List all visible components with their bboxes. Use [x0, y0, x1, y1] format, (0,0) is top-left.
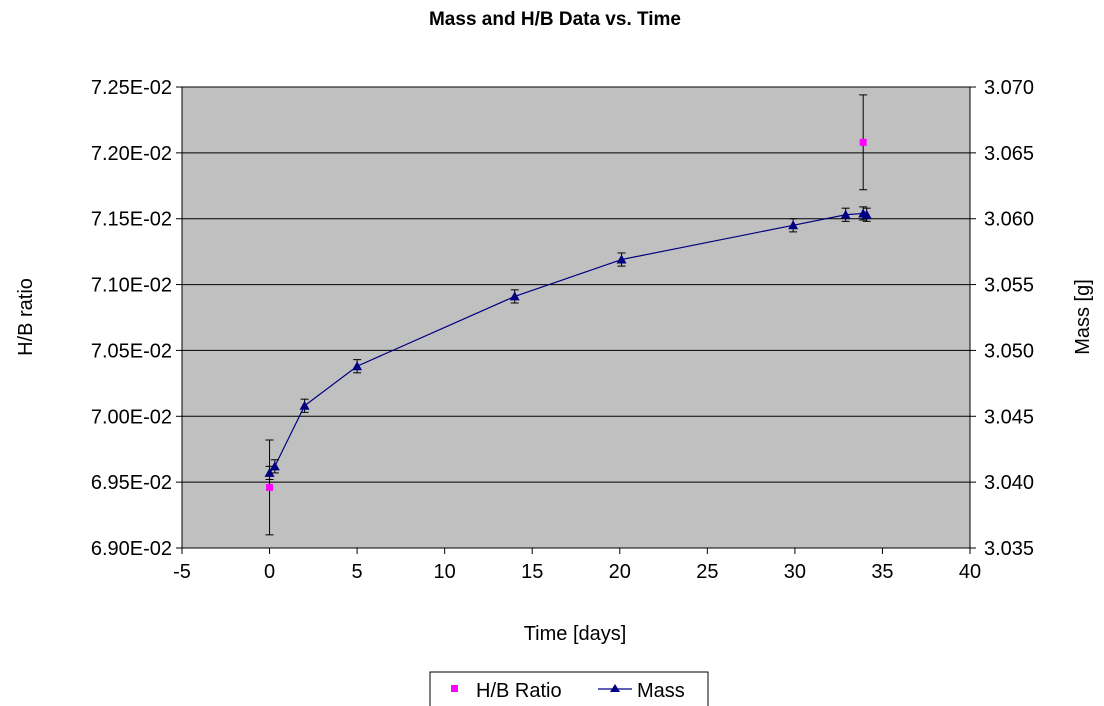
- mass-point: [299, 400, 310, 410]
- y-right-tick-label: 3.035: [984, 538, 1034, 560]
- mass-point: [352, 361, 363, 371]
- h-b-ratio-point: [859, 138, 867, 146]
- y-right-tick-label: 3.050: [984, 340, 1034, 362]
- mass-series-line: [269, 212, 867, 474]
- y-axis-label-left: H/B ratio: [15, 278, 37, 356]
- legend-hb-ratio-label: H/B Ratio: [476, 680, 562, 702]
- x-tick-label: -5: [173, 561, 191, 583]
- y-left-tick-label: 7.00E-02: [91, 406, 172, 428]
- legend-mass-marker: [610, 684, 620, 692]
- legend-box: [429, 671, 709, 706]
- mass-point: [269, 461, 280, 471]
- legend-mass-label: Mass: [637, 680, 685, 702]
- mass-point: [788, 220, 799, 230]
- mass-point: [616, 254, 627, 264]
- y-right-tick-label: 3.045: [984, 406, 1034, 428]
- x-tick-label: 40: [959, 561, 981, 583]
- chart-title: Mass and H/B Data vs. Time: [429, 9, 681, 30]
- mass-point: [264, 467, 275, 477]
- x-tick-label: 35: [871, 561, 893, 583]
- legend-hb-ratio-marker: [451, 685, 458, 692]
- y-right-tick-label: 3.070: [984, 77, 1034, 99]
- x-tick-label: 0: [264, 561, 275, 583]
- legend: H/B Ratio Mass: [429, 671, 709, 706]
- y-right-tick-label: 3.060: [984, 209, 1034, 231]
- plot-background: [181, 86, 971, 549]
- x-tick-label: 20: [609, 561, 631, 583]
- y-left-tick-label: 7.05E-02: [91, 340, 172, 362]
- y-left-tick-label: 7.25E-02: [91, 77, 172, 99]
- x-tick-label: 5: [352, 561, 363, 583]
- y-right-tick-label: 3.065: [984, 143, 1034, 165]
- h-b-ratio-point: [266, 483, 274, 491]
- x-axis-label: Time [days]: [524, 623, 627, 645]
- y-left-tick-label: 6.95E-02: [91, 472, 172, 494]
- x-tick-label: 25: [696, 561, 718, 583]
- y-right-tick-label: 3.055: [984, 275, 1034, 297]
- x-tick-label: 10: [434, 561, 456, 583]
- y-left-tick-label: 7.10E-02: [91, 275, 172, 297]
- y-left-tick-label: 7.20E-02: [91, 143, 172, 165]
- y-left-tick-label: 6.90E-02: [91, 538, 172, 560]
- y-right-tick-label: 3.040: [984, 472, 1034, 494]
- mass-point: [861, 209, 872, 219]
- plot-area: 6.90E-02 6.95E-02 7.00E-02 7.05E-02 7.10E-02…: [91, 77, 1034, 583]
- mass-point: [840, 209, 851, 219]
- mass-point: [509, 291, 520, 301]
- x-tick-label: 30: [784, 561, 806, 583]
- x-tick-label: 15: [521, 561, 543, 583]
- y-left-tick-label: 7.15E-02: [91, 209, 172, 231]
- y-axis-label-right: Mass [g]: [1072, 279, 1094, 355]
